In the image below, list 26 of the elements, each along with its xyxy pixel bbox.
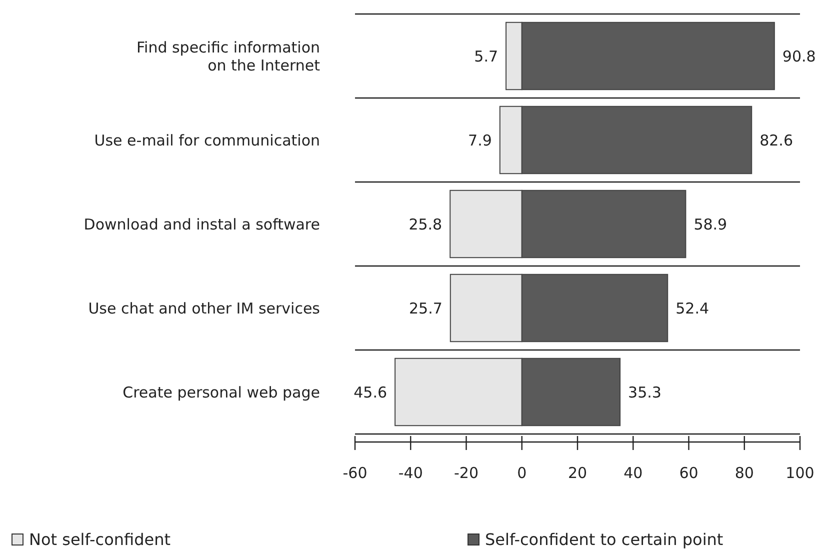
data-label: 25.7 — [408, 299, 442, 318]
y-tick-label: Create personal web page — [122, 383, 320, 402]
x-tick-label: 0 — [517, 464, 527, 482]
x-tick-label: -40 — [398, 464, 423, 482]
x-tick-label: 100 — [786, 464, 814, 482]
y-tick-label: Use e-mail for communication — [94, 131, 320, 150]
data-label: 5.7 — [474, 47, 498, 66]
x-tick-label: 40 — [624, 464, 643, 482]
x-tick-label: 80 — [734, 464, 754, 482]
data-label: 25.8 — [408, 215, 442, 234]
y-tick-label: Download and instal a software — [84, 215, 320, 234]
data-label: 58.9 — [694, 215, 728, 234]
x-tick-label: -20 — [454, 464, 478, 482]
x-tick-label: 20 — [568, 464, 588, 482]
data-label: 7.9 — [468, 131, 492, 150]
legend-label: Not self-confident — [29, 530, 170, 549]
data-label: 52.4 — [676, 299, 710, 318]
data-label: 82.6 — [760, 131, 794, 150]
data-label: 45.6 — [354, 383, 388, 402]
legend-label: Self-confident to certain point — [485, 530, 724, 549]
x-tick-label: 60 — [679, 464, 698, 482]
data-label: 35.3 — [628, 383, 662, 402]
x-tick-label: -60 — [342, 464, 368, 482]
y-tick-label: Use chat and other IM services — [88, 299, 320, 318]
y-tick-label: Find specific information on the Internet — [136, 38, 320, 74]
data-label: 90.8 — [782, 47, 816, 66]
